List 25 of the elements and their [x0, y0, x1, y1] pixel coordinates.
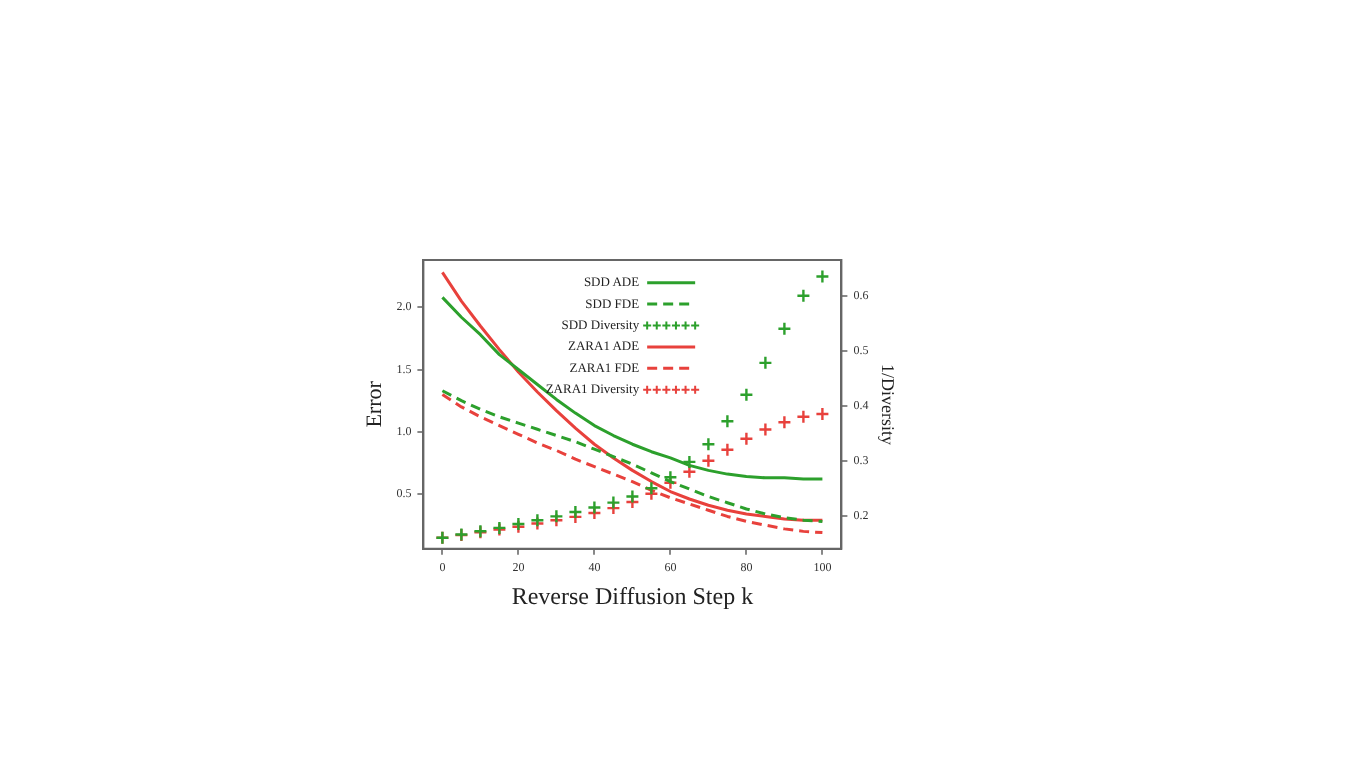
point — [701, 453, 716, 468]
point — [758, 422, 773, 437]
y-axis-title: Error — [362, 380, 387, 428]
point — [739, 387, 754, 402]
y2-axis-title: 1/Diversity — [878, 363, 899, 446]
point — [720, 413, 735, 429]
point — [777, 321, 792, 336]
point — [796, 288, 811, 303]
point — [777, 415, 792, 430]
point — [701, 437, 716, 452]
x-axis-title: Reverse Diffusion Step k — [511, 581, 754, 610]
point — [815, 269, 830, 284]
point — [815, 406, 830, 422]
point — [739, 431, 754, 446]
point — [587, 500, 602, 515]
point — [644, 481, 659, 496]
point — [625, 489, 640, 504]
point — [758, 355, 773, 371]
point — [796, 409, 811, 424]
point — [606, 495, 621, 510]
point — [663, 470, 678, 485]
point — [720, 442, 735, 457]
point — [682, 454, 697, 470]
point — [682, 464, 697, 479]
point — [568, 504, 583, 520]
